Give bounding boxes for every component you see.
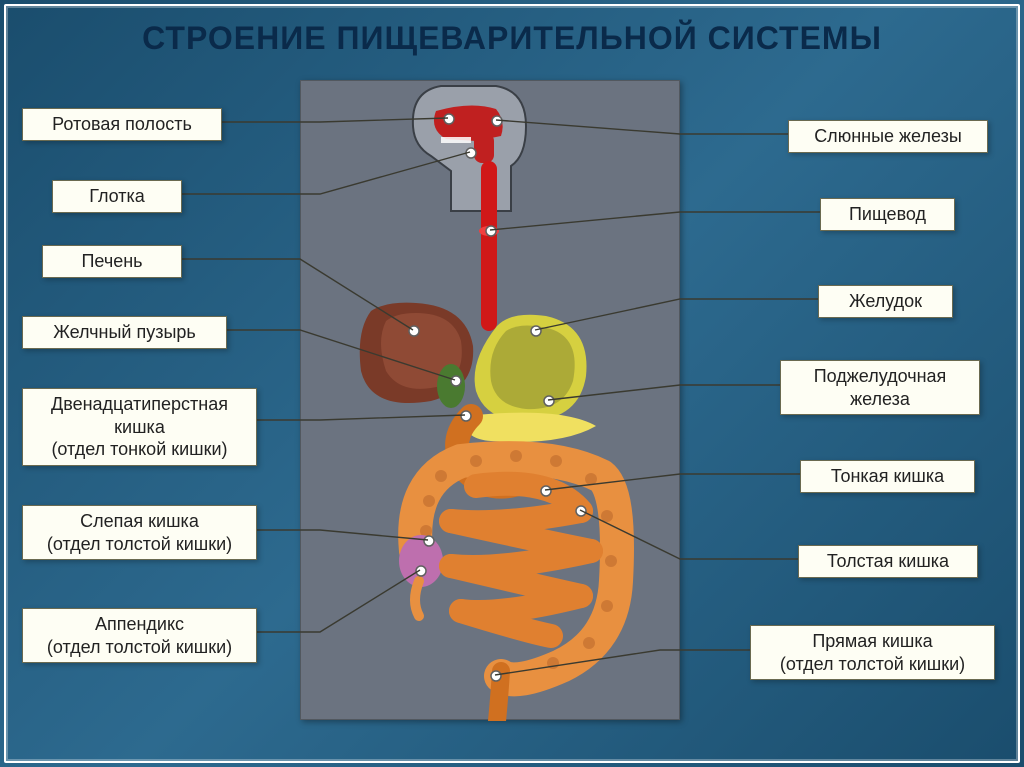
label-caecum: Слепая кишка (отдел толстой кишки)	[22, 505, 257, 560]
label-stomach: Желудок	[818, 285, 953, 318]
label-pancreas: Поджелудочная железа	[780, 360, 980, 415]
label-duodenum: Двенадцатиперстная кишка (отдел тонкой к…	[22, 388, 257, 466]
label-rectum: Прямая кишка (отдел толстой кишки)	[750, 625, 995, 680]
anatomy-svg	[301, 81, 681, 721]
label-esophagus: Пищевод	[820, 198, 955, 231]
label-pharynx: Глотка	[52, 180, 182, 213]
label-oral-cavity: Ротовая полость	[22, 108, 222, 141]
diagram-panel	[300, 80, 680, 720]
label-liver: Печень	[42, 245, 182, 278]
page-title: СТРОЕНИЕ ПИЩЕВАРИТЕЛЬНОЙ СИСТЕМЫ	[0, 20, 1024, 57]
label-gallbladder: Желчный пузырь	[22, 316, 227, 349]
label-salivary-glands: Слюнные железы	[788, 120, 988, 153]
label-small-intestine: Тонкая кишка	[800, 460, 975, 493]
label-large-intestine: Толстая кишка	[798, 545, 978, 578]
label-appendix: Аппендикс (отдел толстой кишки)	[22, 608, 257, 663]
